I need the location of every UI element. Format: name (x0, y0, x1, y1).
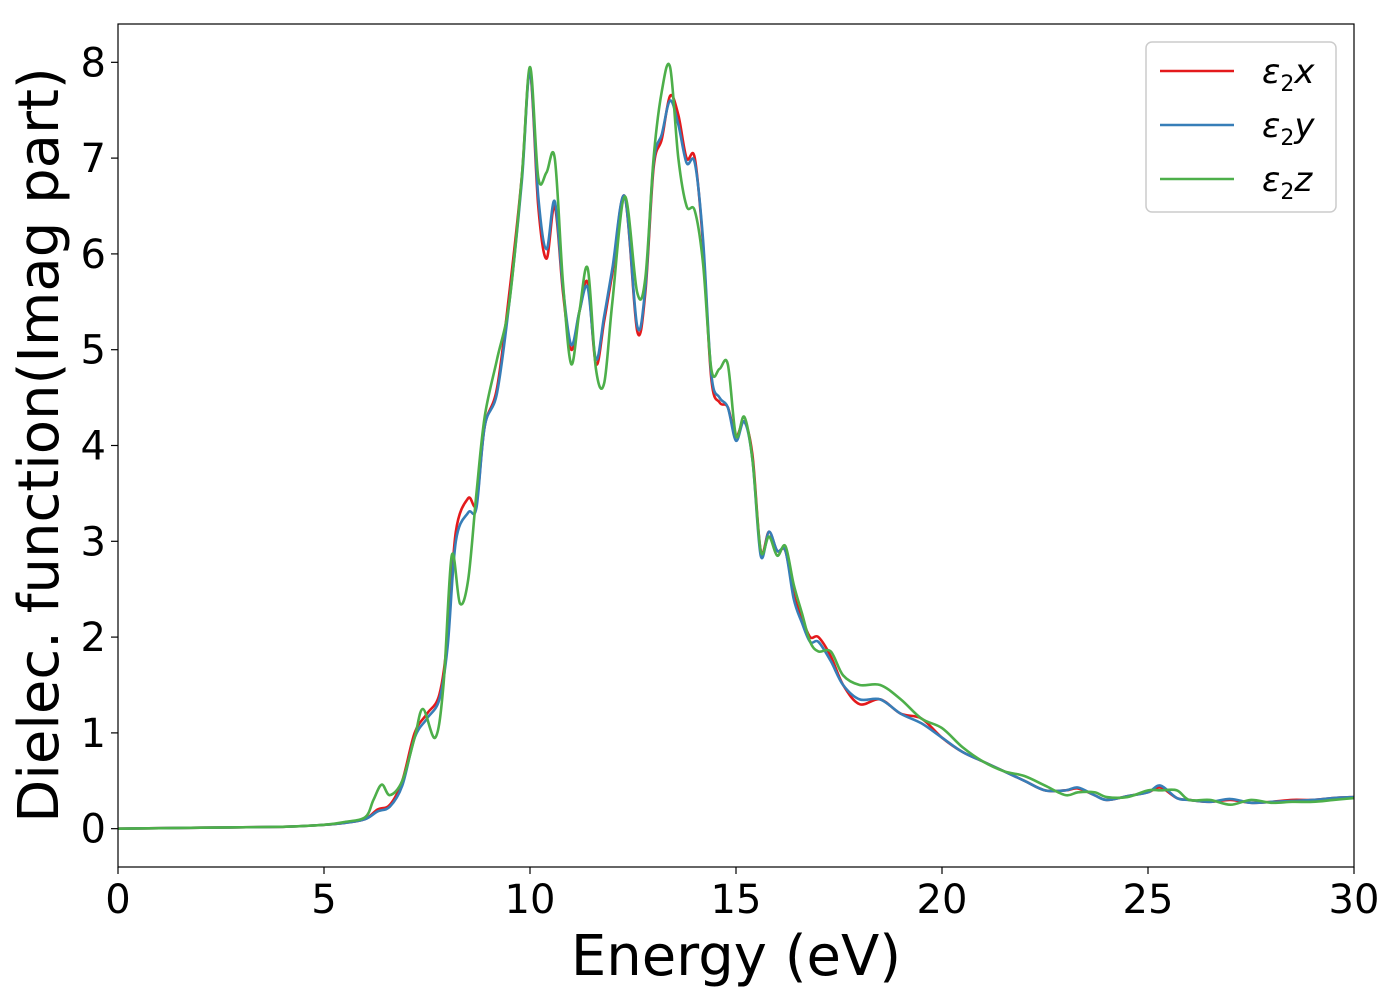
legend-axis: z (1293, 160, 1313, 200)
series-line-y (118, 70, 1354, 830)
y-tick-label: 5 (81, 328, 106, 374)
series-line-z (118, 62, 1354, 830)
x-tick-label: 15 (711, 877, 762, 923)
series-layer (118, 62, 1354, 830)
x-tick-label: 0 (105, 877, 130, 923)
y-tick-label: 6 (81, 232, 106, 278)
legend-box (1145, 41, 1337, 213)
legend-label-z: ε2z (1262, 160, 1313, 205)
legend-subscript: 2 (1280, 126, 1294, 151)
x-tick-label: 5 (311, 877, 336, 923)
y-axis-title: Dielec. function(Imag part) (7, 67, 72, 823)
y-tick-label: 0 (81, 807, 106, 853)
x-axis-title: Energy (eV) (571, 924, 901, 989)
y-tick-label: 2 (81, 615, 106, 661)
legend-subscript: 2 (1280, 180, 1294, 205)
x-tick-label: 30 (1329, 877, 1380, 923)
legend-axis: y (1293, 106, 1315, 146)
x-tick-label: 10 (505, 877, 556, 923)
legend-label-y: ε2y (1262, 106, 1315, 151)
x-tick-label: 20 (917, 877, 968, 923)
x-axis-ticks: 0 5 10 15 20 25 30 (105, 867, 1379, 923)
legend-axis: x (1293, 52, 1315, 92)
legend-symbol: ε (1262, 52, 1280, 92)
x-tick-label: 25 (1123, 877, 1174, 923)
y-tick-label: 3 (81, 519, 106, 565)
y-tick-label: 7 (81, 136, 106, 182)
legend-label-x: ε2x (1262, 52, 1315, 97)
legend-symbol: ε (1262, 160, 1280, 200)
legend-subscript: 2 (1280, 72, 1294, 97)
y-axis-ticks: 0 1 2 3 4 5 6 7 8 (81, 40, 118, 853)
y-tick-label: 1 (81, 711, 106, 757)
legend-symbol: ε (1262, 106, 1280, 146)
y-tick-label: 8 (81, 40, 106, 86)
y-tick-label: 4 (81, 424, 106, 470)
